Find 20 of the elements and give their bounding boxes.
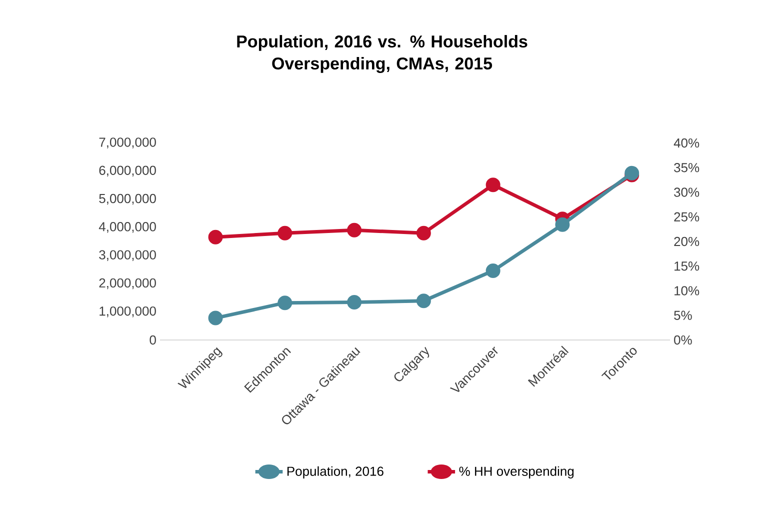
y-tick-label: 0 xyxy=(150,335,156,345)
y-tick-label: 2,000,000 xyxy=(99,278,156,290)
y-tick-label: 5,000,000 xyxy=(99,194,156,205)
y2-tick-label: 30% xyxy=(674,188,700,197)
y-tick-label: 3,000,000 xyxy=(99,250,156,261)
y2-tick-label: 40% xyxy=(674,138,700,148)
y2-tick-label: 0% xyxy=(674,335,692,345)
y-tick-label: 4,000,000 xyxy=(98,222,156,233)
chart-title: Population, 2016 vs. % Households Overspending, CMAs, 2015 xyxy=(237,35,528,73)
y-tick-label: 7,000,000 xyxy=(99,138,156,148)
legend-label: Population, 2016 xyxy=(287,466,384,478)
y-tick-label: 1,000,000 xyxy=(100,306,156,318)
y2-tick-label: 10% xyxy=(674,286,700,296)
y-tick-label: 6,000,000 xyxy=(99,166,156,177)
y2-tick-label: 15% xyxy=(674,262,700,271)
legend-label: % HH overspending xyxy=(459,466,574,478)
y2-tick-label: 20% xyxy=(674,236,700,246)
y2-tick-label: 35% xyxy=(674,163,700,172)
y2-tick-label: 5% xyxy=(674,310,692,320)
y2-tick-label: 25% xyxy=(674,212,700,222)
